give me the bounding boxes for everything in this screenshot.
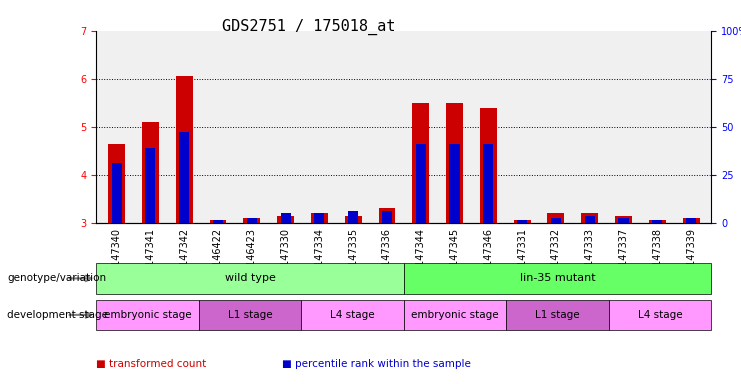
Bar [145, 148, 156, 223]
Bar [551, 218, 561, 223]
Text: lin-35 mutant: lin-35 mutant [519, 273, 596, 283]
Bar [314, 213, 325, 223]
Text: L1 stage: L1 stage [535, 310, 580, 320]
Text: embryonic stage: embryonic stage [104, 310, 191, 320]
Bar [585, 215, 595, 223]
Text: ■ percentile rank within the sample: ■ percentile rank within the sample [282, 359, 471, 369]
Bar [483, 144, 494, 223]
Bar [112, 163, 122, 223]
Text: GDS2751 / 175018_at: GDS2751 / 175018_at [222, 19, 396, 35]
Text: L1 stage: L1 stage [227, 310, 273, 320]
Bar [416, 144, 426, 223]
Bar [450, 144, 459, 223]
Bar [382, 211, 392, 223]
Bar [682, 218, 700, 223]
Bar [348, 211, 358, 223]
Text: genotype/variation: genotype/variation [7, 273, 107, 283]
Bar [142, 122, 159, 223]
Bar [379, 209, 396, 223]
Bar [619, 218, 628, 223]
Bar [281, 213, 290, 223]
Bar [446, 103, 463, 223]
Text: development stage: development stage [7, 310, 108, 320]
Bar [247, 218, 257, 223]
Bar [213, 220, 223, 223]
Text: ■ transformed count: ■ transformed count [96, 359, 207, 369]
Bar [581, 213, 598, 223]
Bar [210, 220, 227, 223]
Bar [243, 218, 260, 223]
Bar [686, 218, 696, 223]
Text: L4 stage: L4 stage [330, 310, 375, 320]
Bar [176, 76, 193, 223]
Text: embryonic stage: embryonic stage [411, 310, 499, 320]
Bar [652, 220, 662, 223]
Text: L4 stage: L4 stage [638, 310, 682, 320]
Bar [108, 144, 125, 223]
Bar [480, 108, 496, 223]
Bar [345, 215, 362, 223]
Bar [179, 131, 189, 223]
Bar [277, 215, 294, 223]
Bar [514, 220, 531, 223]
Text: wild type: wild type [225, 273, 276, 283]
Bar [412, 103, 429, 223]
Bar [311, 213, 328, 223]
Bar [615, 215, 632, 223]
Bar [517, 220, 527, 223]
Bar [649, 220, 665, 223]
Bar [548, 213, 565, 223]
